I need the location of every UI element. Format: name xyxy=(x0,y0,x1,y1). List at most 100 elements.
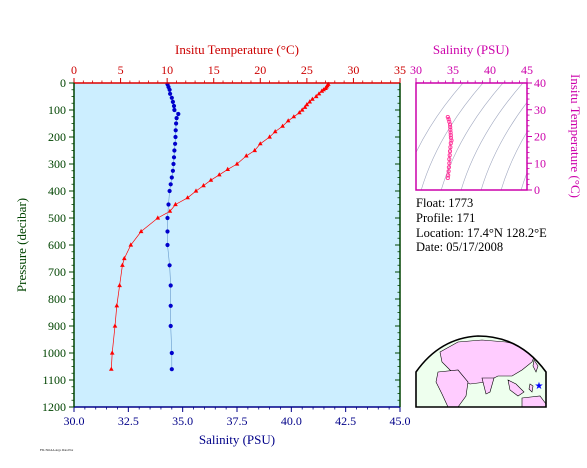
ts-salinity-tick-label: 30 xyxy=(410,63,422,77)
temperature-tick-label: 20 xyxy=(254,63,266,77)
temperature-point xyxy=(280,123,285,128)
ts-point xyxy=(448,133,453,138)
temperature-point xyxy=(122,255,127,261)
ts-point xyxy=(447,153,452,158)
ts-temperature-tick-label: 10 xyxy=(534,156,546,170)
map-land-philippines xyxy=(528,383,534,393)
ts-temperature-tick-label: 30 xyxy=(534,103,546,117)
profile-plot-background xyxy=(74,83,400,407)
ts-point xyxy=(448,125,453,130)
temperature-point xyxy=(304,102,310,107)
pressure-tick-label: 400 xyxy=(48,184,66,198)
ts-point xyxy=(448,141,453,146)
temperature-point xyxy=(285,118,291,123)
salinity-point xyxy=(167,87,172,92)
pressure-tick-label: 800 xyxy=(48,292,66,306)
salinity-tick-label: 42.5 xyxy=(335,414,356,428)
salinity-point xyxy=(168,182,173,187)
temperature-point xyxy=(167,208,173,213)
float-number: Float: 1773 xyxy=(416,196,473,210)
temperature-point xyxy=(217,172,222,177)
temperature-series xyxy=(109,81,331,371)
temperature-point xyxy=(302,104,308,109)
profile-number: Profile: 171 xyxy=(416,211,475,225)
density-contour xyxy=(460,83,524,190)
ts-salinity-tick-label: 45 xyxy=(521,63,533,77)
salinity-tick-label: 32.5 xyxy=(118,414,139,428)
map-land-australia xyxy=(521,395,546,407)
temperature-tick-label: 5 xyxy=(118,63,124,77)
float-location: Location: 17.4°N 128.2°E xyxy=(416,226,547,240)
ts-point xyxy=(446,165,451,170)
ts-point xyxy=(445,175,450,181)
temperature-tick-label: 35 xyxy=(394,63,406,77)
salinity-point xyxy=(167,263,172,268)
density-contour xyxy=(480,101,527,190)
float-location-star-icon: ★ xyxy=(535,381,544,392)
temperature-axis-title: Insitu Temperature (°C) xyxy=(175,42,299,57)
salinity-point xyxy=(169,367,174,372)
temperature-point xyxy=(234,161,240,166)
float-info: Float: 1773 Profile: 171 Location: 17.4°… xyxy=(416,196,547,254)
temperature-point xyxy=(173,201,178,207)
temperature-point xyxy=(307,99,312,104)
map-land-africa xyxy=(435,369,469,407)
pressure-tick-label: 300 xyxy=(48,157,66,171)
ts-point xyxy=(448,145,453,150)
ts-temperature-tick-label: 20 xyxy=(534,130,546,144)
salinity-tick-label: 35.0 xyxy=(172,414,193,428)
salinity-axis-title: Salinity (PSU) xyxy=(199,432,275,447)
salinity-tick-label: 40.0 xyxy=(281,414,302,428)
salinity-tick-label: 45.0 xyxy=(390,414,411,428)
ts-point xyxy=(448,130,453,135)
temperature-point xyxy=(267,134,272,139)
salinity-point xyxy=(165,215,170,221)
pressure-tick-label: 1200 xyxy=(42,400,66,414)
ts-temperature-axis-ticks: 0 10 20 30 40 xyxy=(527,76,546,197)
ts-temperature-tick-label: 0 xyxy=(534,183,540,197)
salinity-point xyxy=(173,128,178,133)
temperature-point xyxy=(193,188,199,193)
temperature-point xyxy=(128,242,134,247)
ts-point xyxy=(445,114,450,120)
profile-plot: Insitu Temperature (°C) 0 5 10 15 20 25 30 35 S… xyxy=(14,42,411,447)
ts-temperature-tick-label: 40 xyxy=(534,76,546,90)
salinity-point xyxy=(172,148,177,153)
temperature-point xyxy=(291,114,297,119)
ts-diagram-frame xyxy=(415,82,528,191)
pressure-tick-label: 100 xyxy=(48,103,66,117)
ts-salinity-tick-label: 40 xyxy=(484,63,496,77)
salinity-point xyxy=(168,323,173,329)
salinity-point xyxy=(170,168,175,173)
salinity-point xyxy=(171,155,177,160)
temperature-point xyxy=(112,323,118,328)
temperature-point xyxy=(120,262,125,267)
salinity-point xyxy=(173,134,178,140)
salinity-point xyxy=(165,242,170,248)
salinity-point xyxy=(169,95,174,100)
pressure-tick-label: 200 xyxy=(48,130,66,144)
profile-date: Date: 05/17/2008 xyxy=(416,240,503,254)
temperature-axis-ticks: 0 5 10 15 20 25 30 35 xyxy=(71,63,406,83)
ts-point xyxy=(447,122,453,127)
temperature-point xyxy=(313,93,319,99)
ts-point xyxy=(447,149,453,154)
map-outline xyxy=(415,335,547,408)
pressure-tick-label: 700 xyxy=(48,265,66,279)
salinity-point xyxy=(168,283,173,288)
temperature-point xyxy=(272,129,278,134)
salinity-point xyxy=(169,175,174,180)
temperature-tick-label: 30 xyxy=(347,63,359,77)
map-land-japan xyxy=(532,359,539,373)
ts-point xyxy=(448,127,453,132)
temperature-point xyxy=(244,153,249,158)
ts-temperature-axis-title: Insitu Temperature (°C) xyxy=(568,74,583,198)
ts-point xyxy=(446,169,451,174)
salinity-point xyxy=(171,161,176,167)
salinity-point xyxy=(176,111,181,117)
temperature-point xyxy=(185,195,190,200)
temperature-point xyxy=(316,91,322,96)
temperature-point xyxy=(201,183,206,188)
ts-point xyxy=(446,173,451,178)
location-map: ★ xyxy=(415,335,547,408)
